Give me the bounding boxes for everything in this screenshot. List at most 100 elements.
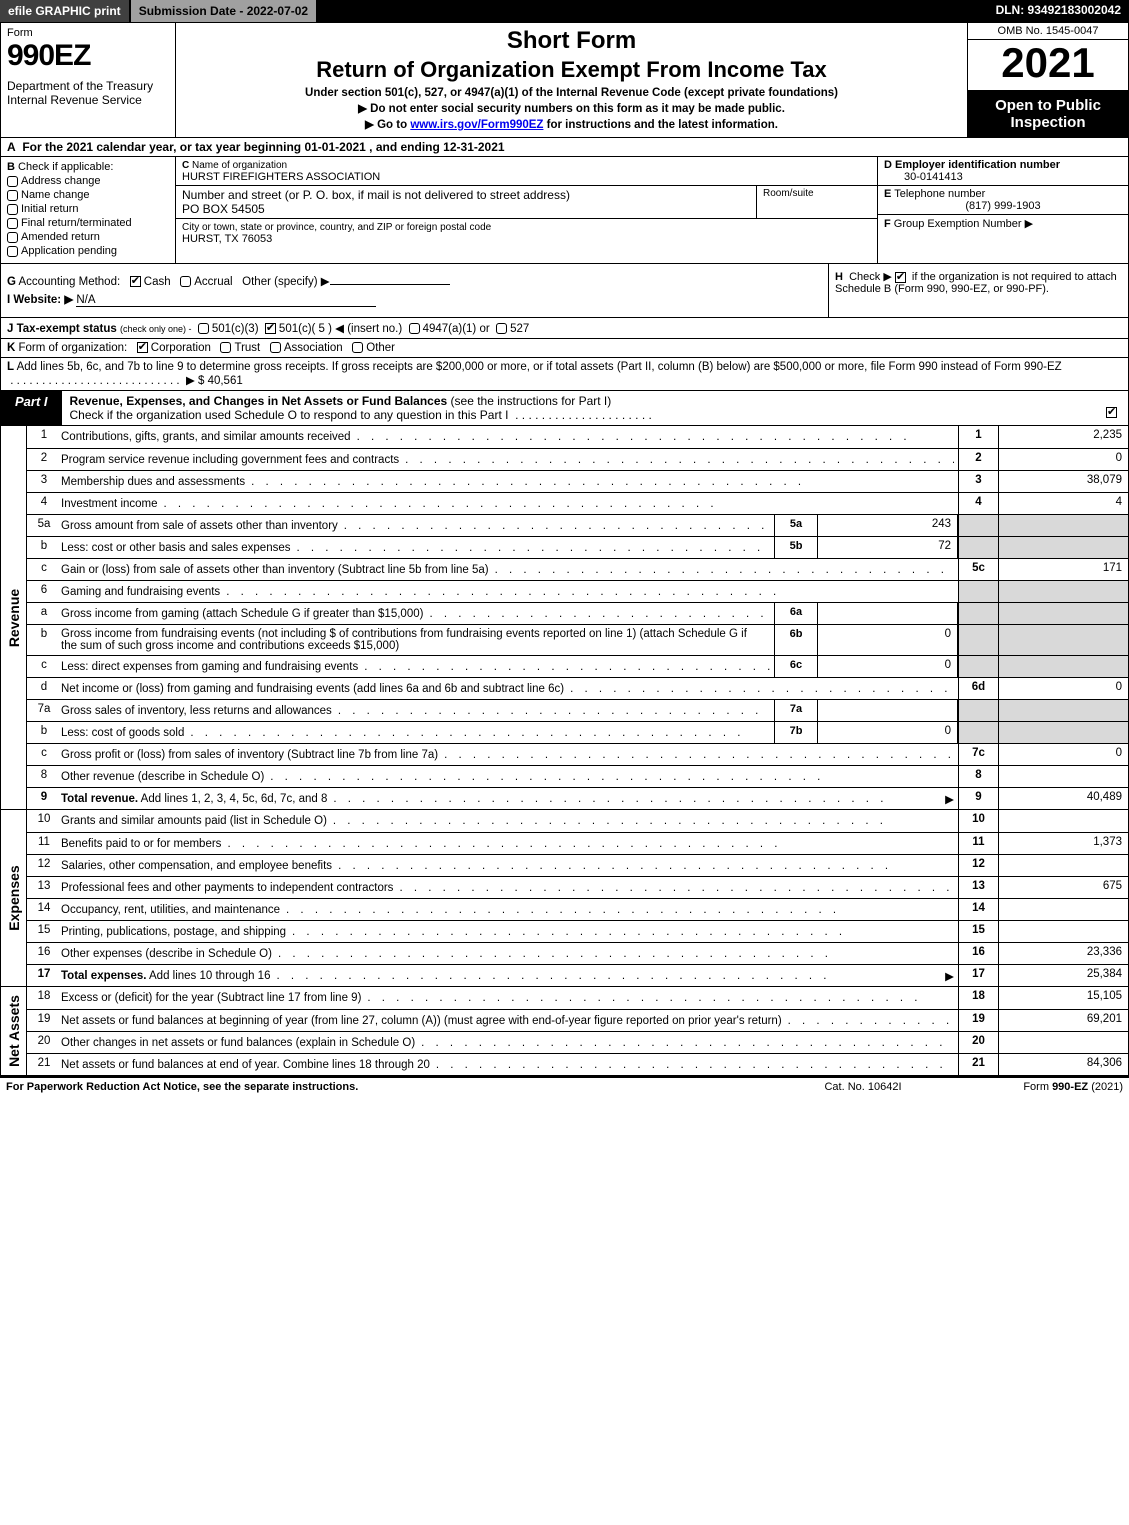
label-e: E: [884, 188, 891, 200]
line-number: 5a: [27, 515, 61, 536]
shaded-cell: [958, 700, 998, 721]
line-row: 7aGross sales of inventory, less returns…: [27, 699, 1128, 721]
dots: . . . . . . . . . . . . . . . . . . . . …: [286, 926, 954, 938]
opt-corporation: Corporation: [151, 342, 211, 354]
line-row: 17Total expenses. Add lines 10 through 1…: [27, 964, 1128, 986]
line-row: 14Occupancy, rent, utilities, and mainte…: [27, 898, 1128, 920]
j-text: Tax-exempt status: [17, 323, 117, 335]
right-line-number: 13: [958, 877, 998, 898]
label-g: G: [7, 276, 16, 288]
gih-left: G Accounting Method: Cash Accrual Other …: [1, 264, 828, 317]
part-1-title: Revenue, Expenses, and Changes in Net As…: [62, 391, 1098, 425]
return-title: Return of Organization Exempt From Incom…: [182, 57, 961, 83]
line-desc: Other expenses (describe in Schedule O).…: [61, 943, 958, 964]
label-b: B: [7, 161, 15, 173]
opt-501c3: 501(c)(3): [212, 323, 259, 335]
address-value: PO BOX 54505: [182, 202, 265, 216]
right-line-value: 171: [998, 559, 1128, 580]
chk-schedule-o[interactable]: [1106, 407, 1117, 418]
right-line-value: [998, 1032, 1128, 1053]
right-line-value: 40,489: [998, 788, 1128, 809]
chk-name-change[interactable]: [7, 190, 18, 201]
chk-501c3[interactable]: [198, 323, 209, 334]
chk-527[interactable]: [496, 323, 507, 334]
chk-trust[interactable]: [220, 342, 231, 353]
line-number: 18: [27, 987, 61, 1009]
line-desc: Less: direct expenses from gaming and fu…: [61, 656, 774, 677]
right-line-value: 675: [998, 877, 1128, 898]
efile-print[interactable]: efile GRAPHIC print: [0, 0, 131, 22]
chk-schedule-b[interactable]: [895, 272, 906, 283]
chk-application-pending[interactable]: [7, 246, 18, 257]
dots: . . . . . . . . . . . . . . . . . . . . …: [272, 948, 954, 960]
right-line-number: 1: [958, 426, 998, 448]
line-number: d: [27, 678, 61, 699]
dots: . . . . . . . . . . . . . . . . . . . . …: [264, 771, 954, 783]
top-bar: efile GRAPHIC print Submission Date - 20…: [0, 0, 1129, 22]
form-body: Form 990EZ Department of the Treasury In…: [0, 22, 1129, 1078]
revenue-section: Revenue 1Contributions, gifts, grants, a…: [1, 426, 1128, 810]
row-j: J Tax-exempt status (check only one) - 5…: [1, 318, 1128, 339]
caption-ein: Employer identification number: [895, 159, 1060, 171]
chk-final-return[interactable]: [7, 218, 18, 229]
row-a-text: For the 2021 calendar year, or tax year …: [22, 140, 504, 154]
line-number: 12: [27, 855, 61, 876]
irs-link[interactable]: www.irs.gov/Form990EZ: [410, 119, 543, 131]
line-row: cGain or (loss) from sale of assets othe…: [27, 558, 1128, 580]
ein-value: 30-0141413: [884, 171, 1122, 183]
chk-other-org[interactable]: [352, 342, 363, 353]
line-number: 13: [27, 877, 61, 898]
line-number: 4: [27, 493, 61, 514]
line-number: c: [27, 744, 61, 765]
dots: . . . . . . . . . . . . . . . . . . . . …: [423, 608, 770, 620]
sub-line-number: 6c: [774, 656, 818, 677]
tax-year: 2021: [968, 40, 1128, 91]
right-line-value: 84,306: [998, 1054, 1128, 1075]
chk-association[interactable]: [270, 342, 281, 353]
line-desc: Program service revenue including govern…: [61, 449, 958, 470]
right-line-number: 14: [958, 899, 998, 920]
caption-city: City or town, state or province, country…: [182, 222, 491, 233]
line-number: 20: [27, 1032, 61, 1053]
chk-cash[interactable]: [130, 276, 141, 287]
chk-accrual[interactable]: [180, 276, 191, 287]
line-row: 18Excess or (deficit) for the year (Subt…: [27, 987, 1128, 1009]
chk-4947[interactable]: [409, 323, 420, 334]
chk-address-change[interactable]: [7, 176, 18, 187]
line-row: 9Total revenue. Add lines 1, 2, 3, 4, 5c…: [27, 787, 1128, 809]
right-line-number: 4: [958, 493, 998, 514]
line-number: 15: [27, 921, 61, 942]
line-desc: Net assets or fund balances at beginning…: [61, 1010, 958, 1031]
side-label-netassets: Net Assets: [1, 987, 27, 1075]
right-line-value: [998, 921, 1128, 942]
dots: . . . . . . . . . . . . . . . . . . . . …: [280, 904, 954, 916]
opt-501c: 501(c)( 5 ) ◀ (insert no.): [279, 323, 402, 335]
line-desc: Benefits paid to or for members. . . . .…: [61, 833, 958, 854]
right-line-number: 21: [958, 1054, 998, 1075]
line-row: 5aGross amount from sale of assets other…: [27, 514, 1128, 536]
h-check-text: Check ▶: [849, 271, 892, 283]
row-k: K Form of organization: Corporation Trus…: [1, 339, 1128, 358]
shaded-cell: [998, 722, 1128, 743]
k-text: Form of organization:: [19, 342, 128, 354]
label-h: H: [835, 271, 843, 283]
header-left: Form 990EZ Department of the Treasury In…: [1, 23, 176, 137]
chk-initial-return[interactable]: [7, 204, 18, 215]
chk-corporation[interactable]: [137, 342, 148, 353]
cell-room: Room/suite: [757, 186, 877, 218]
right-line-value: 0: [998, 744, 1128, 765]
dln: DLN: 93492183002042: [988, 0, 1129, 22]
chk-amended-return[interactable]: [7, 232, 18, 243]
dots: . . . . . . . . . . . . . . . . . . . . …: [438, 749, 954, 761]
arrow-icon: ▶: [945, 792, 954, 806]
line-number: b: [27, 625, 61, 655]
col-b: B Check if applicable: Address change Na…: [1, 157, 176, 263]
line-row: 3Membership dues and assessments. . . . …: [27, 470, 1128, 492]
shaded-cell: [998, 603, 1128, 624]
line-desc: Salaries, other compensation, and employ…: [61, 855, 958, 876]
label-d: D: [884, 159, 892, 171]
goto-pre: ▶ Go to: [365, 119, 410, 131]
l-amount: ▶ $ 40,561: [186, 375, 243, 387]
line-row: 4Investment income. . . . . . . . . . . …: [27, 492, 1128, 514]
chk-501c[interactable]: [265, 323, 276, 334]
